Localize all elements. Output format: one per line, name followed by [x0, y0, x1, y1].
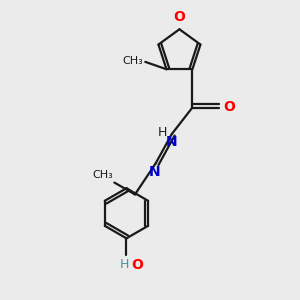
Text: N: N — [148, 165, 160, 179]
Text: O: O — [132, 258, 144, 272]
Text: CH₃: CH₃ — [122, 56, 143, 66]
Text: O: O — [223, 100, 235, 114]
Text: H: H — [158, 126, 167, 139]
Text: CH₃: CH₃ — [92, 170, 113, 180]
Text: N: N — [165, 135, 177, 148]
Text: O: O — [173, 10, 185, 24]
Text: H: H — [119, 258, 129, 272]
